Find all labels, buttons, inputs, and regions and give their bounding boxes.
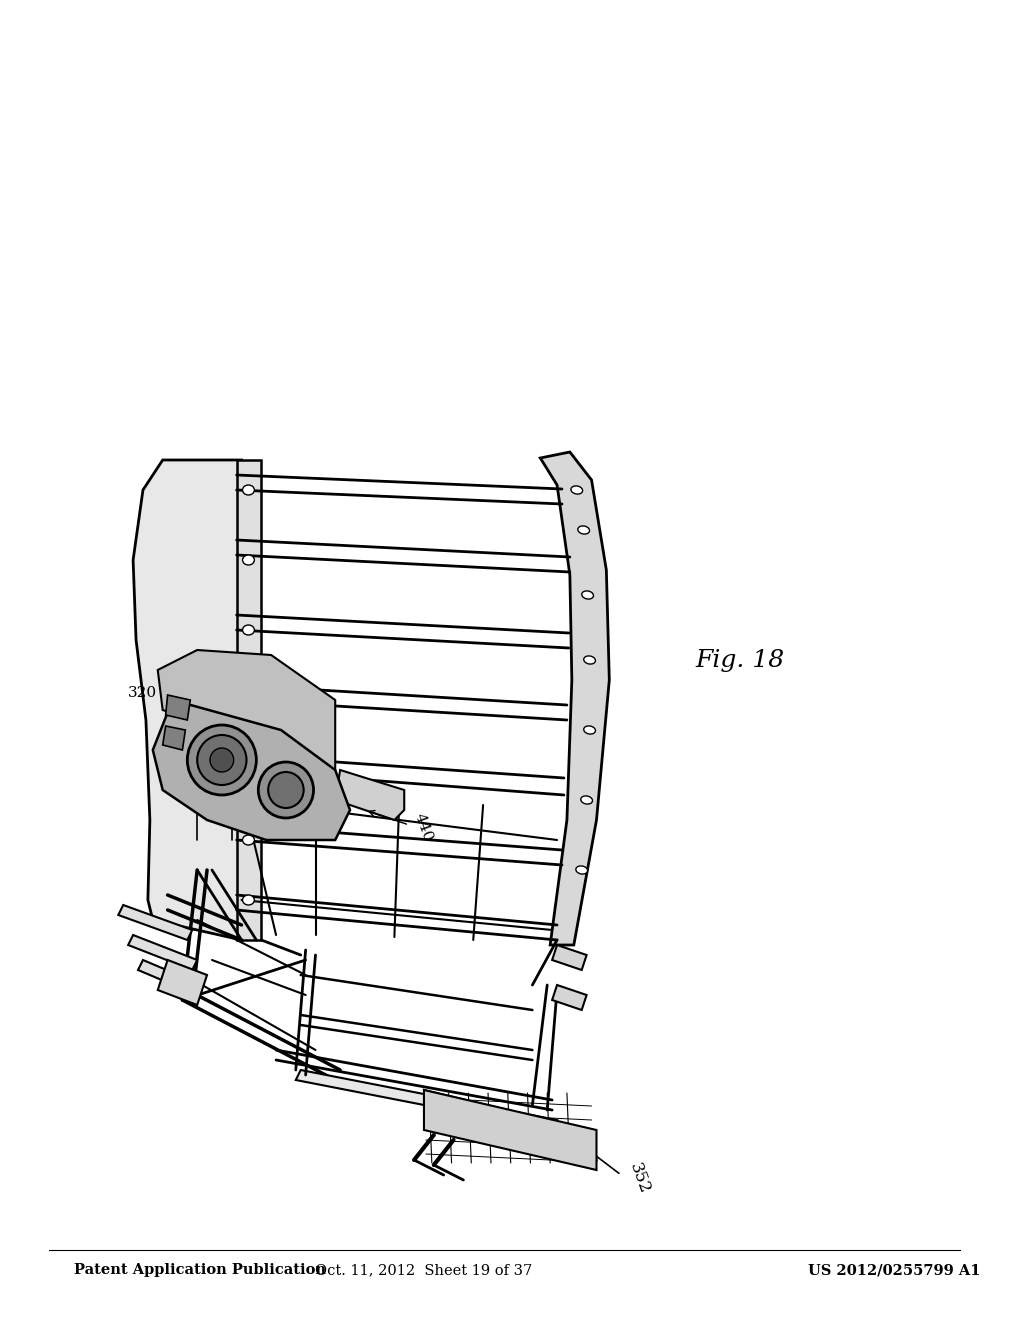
Text: Patent Application Publication: Patent Application Publication <box>74 1263 326 1276</box>
Polygon shape <box>552 945 587 970</box>
Polygon shape <box>237 459 261 940</box>
Ellipse shape <box>581 796 593 804</box>
Circle shape <box>198 735 247 785</box>
Text: US 2012/0255799 A1: US 2012/0255799 A1 <box>809 1263 981 1276</box>
Ellipse shape <box>243 484 254 495</box>
Ellipse shape <box>584 726 596 734</box>
Ellipse shape <box>575 866 588 874</box>
Polygon shape <box>133 459 242 940</box>
Polygon shape <box>335 770 404 820</box>
Polygon shape <box>128 935 198 970</box>
Polygon shape <box>153 700 350 840</box>
Ellipse shape <box>582 591 594 599</box>
Circle shape <box>258 762 313 818</box>
Polygon shape <box>424 1090 597 1170</box>
Polygon shape <box>138 960 202 995</box>
Ellipse shape <box>243 766 254 775</box>
Ellipse shape <box>243 836 254 845</box>
Polygon shape <box>119 906 193 940</box>
Ellipse shape <box>243 895 254 906</box>
Text: Fig. 18: Fig. 18 <box>695 648 784 672</box>
Polygon shape <box>424 1090 597 1160</box>
Ellipse shape <box>584 656 596 664</box>
Circle shape <box>268 772 304 808</box>
Text: Oct. 11, 2012  Sheet 19 of 37: Oct. 11, 2012 Sheet 19 of 37 <box>315 1263 532 1276</box>
Ellipse shape <box>243 624 254 635</box>
Ellipse shape <box>243 696 254 705</box>
Ellipse shape <box>571 486 583 494</box>
Polygon shape <box>296 1071 557 1130</box>
Polygon shape <box>166 696 190 719</box>
Circle shape <box>210 748 233 772</box>
Polygon shape <box>158 649 335 770</box>
Ellipse shape <box>243 554 254 565</box>
Polygon shape <box>552 985 587 1010</box>
Text: 320: 320 <box>128 686 158 700</box>
Ellipse shape <box>578 525 590 535</box>
Polygon shape <box>158 960 207 1005</box>
Polygon shape <box>163 726 185 750</box>
Polygon shape <box>541 451 609 945</box>
Text: 352: 352 <box>626 1160 653 1196</box>
Circle shape <box>187 725 256 795</box>
Text: 440: 440 <box>412 810 435 843</box>
